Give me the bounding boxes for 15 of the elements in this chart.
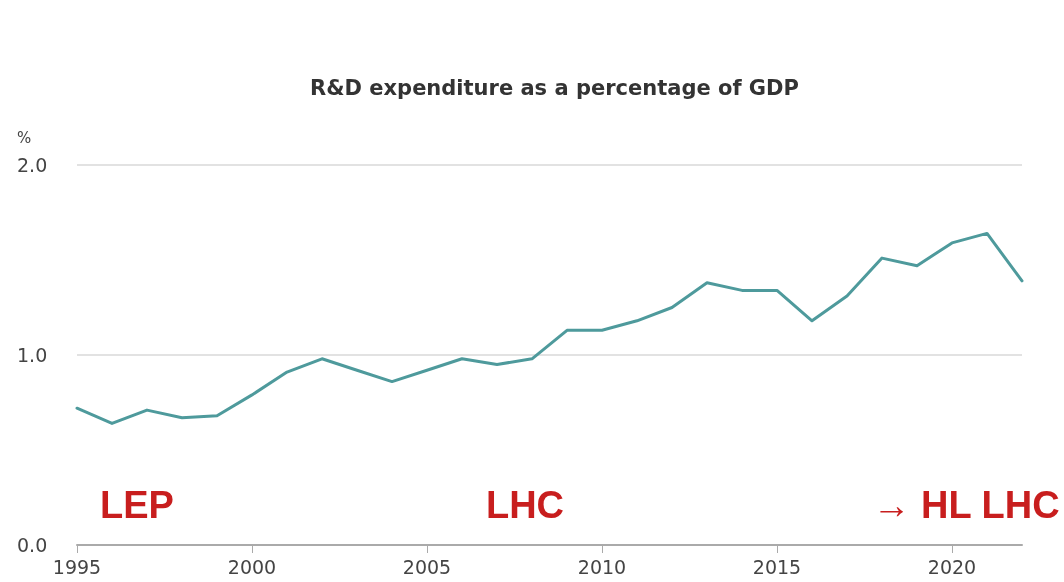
x-tick-label: 2000	[227, 555, 277, 578]
annotation: LEP	[100, 484, 174, 526]
y-tick-label: 2.0	[17, 154, 48, 176]
x-tick-label: 2010	[577, 555, 627, 578]
annotation: LHC	[485, 484, 565, 526]
chart-title: R&D expenditure as a percentage of GDP	[310, 75, 799, 100]
annotation: → HL LHC	[872, 484, 1060, 526]
y-axis-title: %	[17, 128, 32, 147]
y-tick-label: 1.0	[17, 344, 48, 366]
x-tick-label: 2020	[927, 555, 977, 578]
line-series	[75, 231, 1024, 425]
x-tick-label: 2015	[752, 555, 802, 578]
y-tick-label: 0.0	[17, 534, 48, 556]
x-tick-label: 1995	[52, 555, 102, 578]
x-tick-label: 2005	[402, 555, 452, 578]
